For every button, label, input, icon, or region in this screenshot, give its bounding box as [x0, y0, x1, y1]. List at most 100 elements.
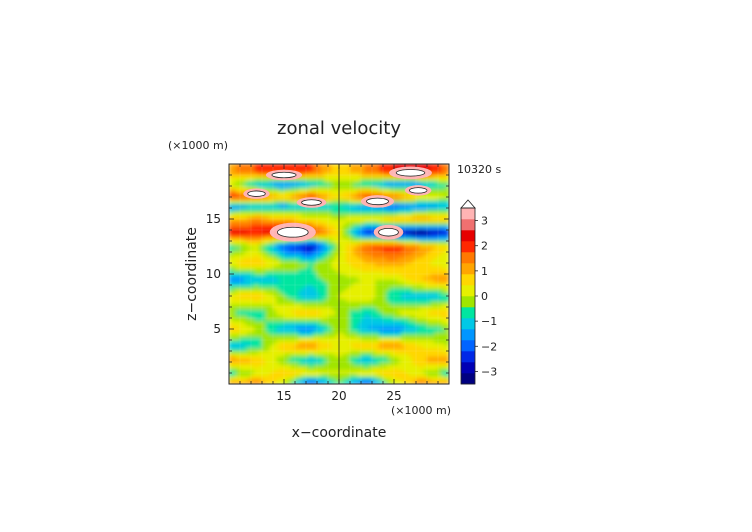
- field-cell: [229, 235, 233, 239]
- colorbar-segment: [461, 263, 475, 275]
- field-cell: [338, 257, 343, 261]
- field-cell: [324, 358, 329, 363]
- field-cell: [342, 251, 347, 256]
- field-cell: [335, 177, 340, 181]
- field-cell: [313, 358, 318, 363]
- field-cell: [291, 353, 296, 357]
- field-cell: [360, 188, 365, 192]
- field-cell: [243, 273, 248, 278]
- field-cell: [349, 342, 354, 346]
- colorbar-segment: [461, 274, 475, 286]
- field-cell: [327, 325, 332, 330]
- field-cell: [412, 193, 417, 198]
- field-cell: [437, 273, 442, 278]
- field-cell: [276, 204, 281, 209]
- field-cell: [346, 312, 351, 316]
- field-cell: [298, 328, 303, 333]
- field-cell: [280, 196, 285, 201]
- field-cell: [236, 237, 241, 242]
- field-cell: [335, 372, 340, 377]
- field-cell: [441, 312, 446, 316]
- field-cell: [261, 207, 266, 212]
- field-cell: [371, 281, 376, 286]
- field-cell: [272, 342, 277, 346]
- field-cell: [236, 213, 241, 217]
- field-cell: [423, 204, 428, 209]
- field-cell: [265, 226, 270, 231]
- field-cell: [379, 188, 384, 192]
- field-cell: [302, 298, 307, 302]
- field-cell: [357, 229, 362, 234]
- field-cell: [390, 339, 395, 344]
- field-cell: [386, 312, 391, 316]
- field-cell: [408, 353, 413, 357]
- field-cell: [229, 221, 233, 225]
- field-cell: [382, 177, 387, 181]
- field-cell: [291, 284, 296, 289]
- field-cell: [445, 347, 449, 352]
- field-cell: [408, 375, 413, 379]
- field-cell: [291, 298, 296, 302]
- field-cell: [294, 193, 299, 198]
- field-cell: [258, 259, 263, 264]
- field-cell: [247, 215, 252, 220]
- field-cell: [342, 372, 347, 377]
- field-cell: [404, 372, 409, 377]
- field-cell: [393, 367, 398, 371]
- field-cell: [280, 336, 285, 341]
- field-cell: [426, 303, 431, 308]
- field-cell: [232, 276, 237, 280]
- field-cell: [324, 345, 329, 349]
- field-cell: [265, 358, 270, 363]
- field-cell: [243, 221, 248, 225]
- field-cell: [265, 257, 270, 261]
- field-cell: [412, 345, 417, 349]
- field-cell: [269, 345, 274, 349]
- field-cell: [261, 350, 266, 355]
- field-cell: [313, 240, 318, 245]
- field-cell: [258, 210, 263, 214]
- field-cell: [386, 210, 391, 214]
- field-cell: [261, 229, 266, 234]
- field-cell: [309, 328, 314, 333]
- field-cell: [408, 182, 413, 187]
- field-cell: [305, 339, 310, 344]
- field-cell: [320, 317, 325, 322]
- field-cell: [390, 262, 395, 267]
- field-cell: [445, 226, 449, 231]
- field-cell: [283, 372, 288, 377]
- field-cell: [423, 182, 428, 187]
- field-cell: [272, 191, 277, 195]
- field-cell: [269, 334, 274, 338]
- field-cell: [298, 177, 303, 181]
- field-cell: [342, 268, 347, 272]
- field-cell: [408, 350, 413, 355]
- field-cell: [415, 312, 420, 316]
- field-cell: [309, 240, 314, 245]
- field-cell: [331, 364, 336, 368]
- field-cell: [342, 257, 347, 261]
- field-cell: [419, 248, 424, 253]
- field-cell: [305, 174, 310, 179]
- field-cell: [434, 254, 439, 258]
- field-cell: [298, 281, 303, 286]
- field-cell: [375, 325, 380, 330]
- field-cell: [342, 246, 347, 250]
- field-cell: [250, 177, 255, 181]
- field-cell: [294, 345, 299, 349]
- field-cell: [305, 243, 310, 247]
- field-cell: [426, 193, 431, 198]
- field-cell: [401, 257, 406, 261]
- field-cell: [434, 342, 439, 346]
- field-cell: [324, 254, 329, 258]
- field-cell: [426, 320, 431, 324]
- field-cell: [357, 171, 362, 176]
- field-cell: [265, 273, 270, 278]
- field-cell: [327, 298, 332, 302]
- field-cell: [287, 262, 292, 267]
- field-cell: [408, 328, 413, 333]
- field-cell: [342, 356, 347, 360]
- field-cell: [401, 336, 406, 341]
- field-cell: [338, 380, 343, 384]
